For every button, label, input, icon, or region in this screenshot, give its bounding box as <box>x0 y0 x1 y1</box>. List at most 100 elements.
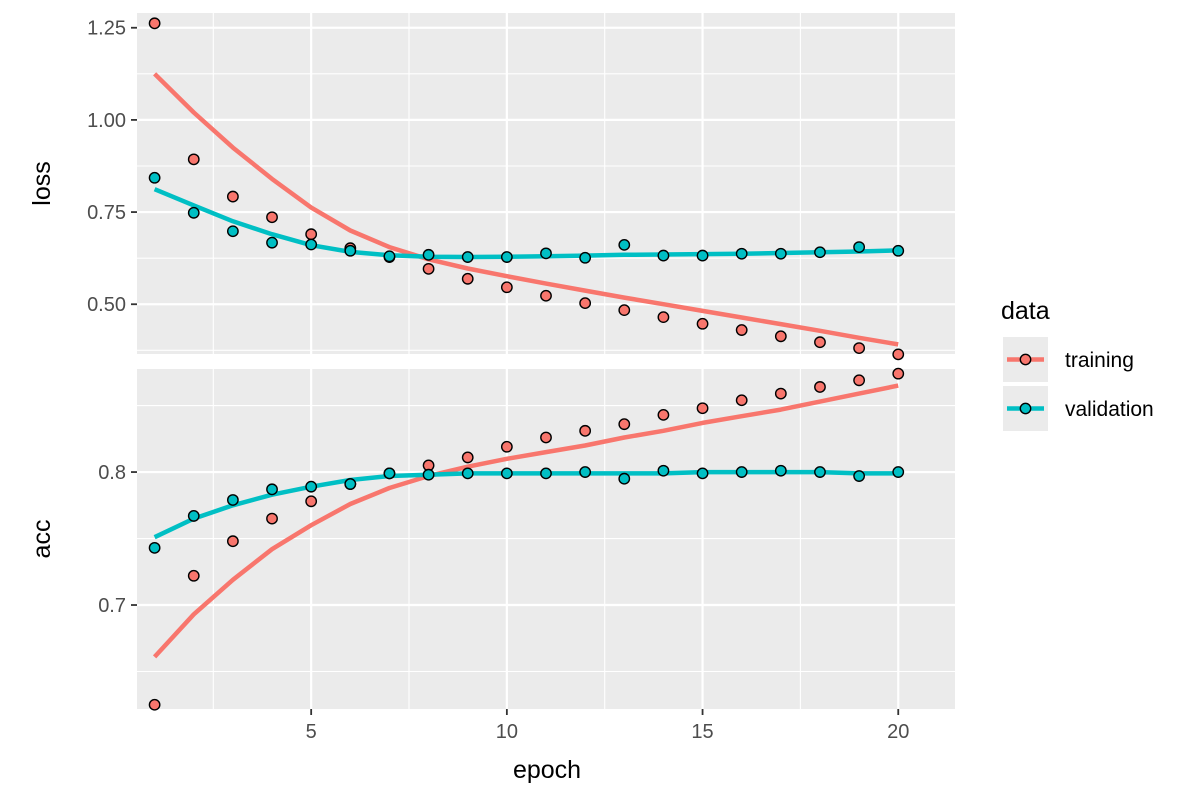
smooth-line-training <box>153 72 899 347</box>
point-training <box>657 311 670 324</box>
legend-label: training <box>1065 349 1134 372</box>
point-training <box>618 304 631 317</box>
point-training <box>500 281 513 294</box>
x-axis-title: epoch <box>513 756 581 784</box>
point-validation <box>540 467 552 480</box>
point-validation <box>500 467 513 480</box>
point-training <box>148 17 161 30</box>
panel-loss: 0.50 0.75 1.00 1.25 loss <box>28 13 955 361</box>
point-validation <box>853 470 866 482</box>
y-tick-label: 0.7 <box>98 595 126 617</box>
point-validation <box>461 467 474 480</box>
legend-title: data <box>1001 297 1050 325</box>
x-tick-label: 15 <box>691 721 713 743</box>
y-tick-label: 0.50 <box>87 294 126 316</box>
point-training <box>148 698 161 711</box>
point-validation <box>226 494 239 506</box>
point-validation <box>814 246 826 259</box>
point-validation <box>500 251 513 263</box>
point-validation <box>226 225 239 238</box>
point-training <box>657 408 670 421</box>
panel-label-acc: acc <box>28 520 56 559</box>
y-tick-label: 0.75 <box>87 202 126 224</box>
point-training <box>696 402 709 415</box>
point-validation <box>266 483 278 496</box>
point-validation <box>148 541 161 554</box>
legend-key-point <box>1019 353 1032 366</box>
point-validation <box>187 510 200 522</box>
point-training <box>187 569 200 582</box>
point-training <box>305 495 318 508</box>
point-training <box>892 348 905 361</box>
point-validation <box>266 236 278 249</box>
point-validation <box>892 466 905 478</box>
point-training <box>774 330 787 343</box>
legend-key-point <box>1019 402 1032 415</box>
point-validation <box>305 480 318 493</box>
point-training <box>266 512 278 525</box>
point-training <box>461 451 474 464</box>
point-validation <box>774 247 787 260</box>
y-tick-label: 0.8 <box>98 462 126 484</box>
point-training <box>774 387 787 400</box>
point-training <box>735 324 748 336</box>
point-validation <box>148 171 161 184</box>
point-validation <box>814 466 826 478</box>
point-validation <box>774 464 787 477</box>
point-training <box>461 272 474 285</box>
x-tick-label: 5 <box>306 721 317 743</box>
point-validation <box>735 466 748 478</box>
point-training <box>422 262 435 275</box>
point-validation <box>383 250 396 263</box>
point-training <box>540 431 552 444</box>
point-training <box>226 535 239 548</box>
point-validation <box>540 247 552 260</box>
panel-label-loss: loss <box>28 161 56 205</box>
point-validation <box>696 467 709 480</box>
legend-label: validation <box>1065 398 1154 421</box>
point-validation <box>187 206 200 219</box>
point-training <box>853 374 866 387</box>
chart-panels: 0.50 0.75 1.00 1.25 loss 0.7 0.8 acc <box>28 13 955 711</box>
point-validation <box>422 248 435 261</box>
point-training <box>305 228 318 241</box>
point-validation <box>618 238 631 251</box>
point-training <box>500 440 513 453</box>
point-validation <box>344 478 357 490</box>
point-validation <box>422 468 435 481</box>
point-training <box>266 211 278 224</box>
point-training <box>814 336 826 349</box>
point-validation <box>657 249 670 262</box>
smooth-line-validation <box>153 469 899 540</box>
point-training <box>696 317 709 330</box>
point-validation <box>853 241 866 253</box>
point-validation <box>305 238 318 251</box>
smooth-line-validation <box>153 187 899 260</box>
point-validation <box>579 251 592 264</box>
point-training <box>187 153 200 166</box>
legend-item-validation: validation <box>1003 386 1154 431</box>
point-training <box>579 297 592 310</box>
point-validation <box>735 247 748 260</box>
point-validation <box>618 472 631 485</box>
point-training <box>814 381 826 393</box>
point-training <box>226 190 239 203</box>
panel-acc: 0.7 0.8 acc <box>28 367 955 711</box>
legend-item-training: training <box>1003 337 1134 382</box>
smooth-line-training <box>152 383 899 659</box>
point-training <box>853 342 866 355</box>
y-tick-label: 1.25 <box>87 18 126 40</box>
point-validation <box>461 251 474 263</box>
point-validation <box>344 244 357 257</box>
point-training <box>540 289 552 302</box>
point-training <box>579 424 592 437</box>
x-tick-label: 20 <box>887 721 909 743</box>
legend: data training validation <box>1001 297 1154 431</box>
point-training <box>618 418 631 431</box>
point-validation <box>657 464 670 477</box>
point-validation <box>892 244 905 257</box>
panel-background <box>137 13 955 354</box>
x-axis: 5 10 15 20 <box>306 709 909 743</box>
point-validation <box>579 466 592 478</box>
